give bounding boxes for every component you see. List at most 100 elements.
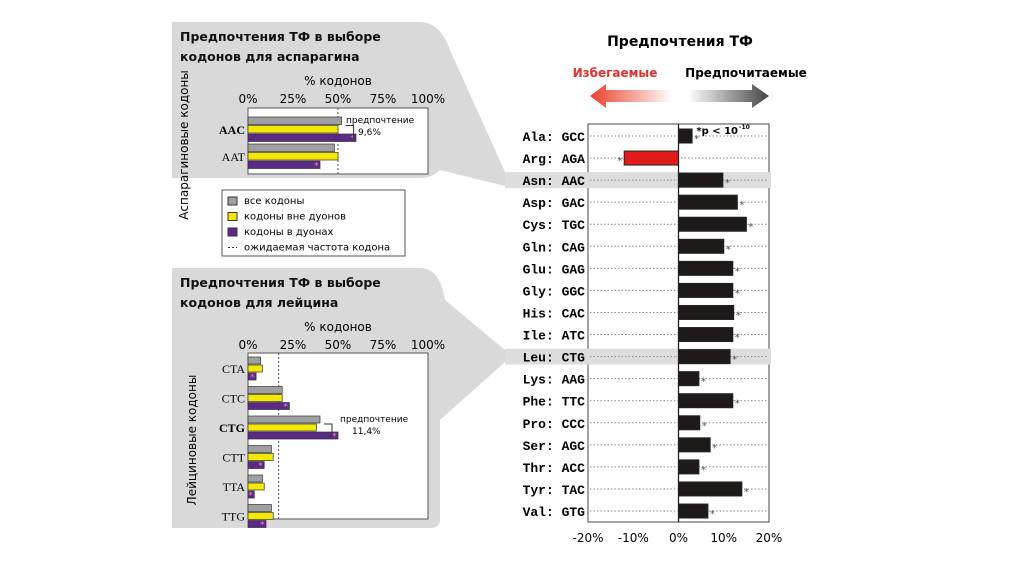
- significance-star: *: [702, 421, 707, 432]
- bar-ile: [678, 327, 734, 343]
- x-tick-label: 25%: [280, 338, 307, 352]
- codon-label: Gln: CAG: [523, 240, 586, 255]
- significance-star: *: [732, 355, 737, 366]
- bar-val: [678, 503, 709, 519]
- avoid-label: Избегаемые: [573, 66, 658, 80]
- bar-outside: [247, 152, 339, 161]
- x-tick-label: 75%: [370, 92, 397, 106]
- preference-value: 11,4%: [352, 427, 381, 437]
- x-tick-label: 50%: [325, 338, 352, 352]
- codon-label: CTA: [222, 362, 245, 376]
- prefer-arrow-icon: [688, 84, 769, 108]
- codon-label: Glu: GAG: [523, 262, 586, 277]
- bar-tyr: [678, 481, 743, 497]
- bar-inside: [247, 431, 339, 440]
- bar-all: [247, 415, 321, 424]
- significance-star: *: [260, 521, 265, 531]
- significance-star: *: [250, 373, 255, 383]
- bar-ala: [678, 128, 693, 144]
- legend-item: кодоны в дуонах: [244, 227, 333, 238]
- significance-star: *: [735, 399, 740, 410]
- y-axis-label: Лейциновые кодоны: [185, 375, 199, 506]
- significance-star: *: [332, 432, 337, 442]
- p-value-exponent: -10: [739, 124, 750, 131]
- codon-label: Cys: TGC: [523, 218, 586, 233]
- bar-arg: [623, 150, 680, 166]
- bar-inside: [247, 490, 255, 499]
- bar-glu: [678, 260, 734, 276]
- codon-label: Thr: ACC: [523, 461, 586, 476]
- codon-label: AAC: [219, 123, 245, 137]
- x-tick-label: 75%: [370, 338, 397, 352]
- bar-outside: [247, 482, 265, 491]
- x-axis-label: % кодонов: [304, 74, 372, 88]
- codon-label: Asp: GAC: [523, 196, 586, 211]
- bar-inside: [247, 402, 290, 410]
- preference-bracket: [324, 423, 333, 437]
- chart-title-box: Предпочтения ТФ в выборе кодонов для асп…: [180, 29, 381, 64]
- x-tick-label: 100%: [411, 338, 445, 352]
- preference-bracket: [345, 125, 355, 139]
- p-value-note: *p < 10: [696, 126, 738, 137]
- x-tick-label: -10%: [618, 531, 649, 545]
- bar-outside: [247, 423, 317, 432]
- legend-swatch: [227, 196, 238, 206]
- codon-label: Lys: AAG: [523, 373, 586, 388]
- codon-label: Ala: GCC: [523, 130, 586, 145]
- y-axis-label: Аспарагиновые кодоны: [177, 70, 191, 220]
- x-tick-label: 0%: [669, 531, 688, 545]
- codon-label: Val: GTG: [523, 505, 586, 520]
- codon-label: CTT: [222, 451, 245, 465]
- prefer-label: Предпочитаемые: [685, 66, 807, 80]
- significance-star: *: [735, 266, 740, 277]
- significance-star: *: [617, 156, 622, 167]
- significance-star: *: [710, 509, 715, 520]
- x-tick-label: 100%: [411, 92, 445, 106]
- bar-all: [247, 143, 335, 152]
- preference-label: предпочтение: [340, 415, 409, 425]
- x-tick-label: 25%: [280, 92, 307, 106]
- significance-star: *: [701, 377, 706, 388]
- bar-all: [247, 356, 261, 365]
- preference-label: предпочтение: [346, 116, 415, 126]
- bar-outside: [247, 364, 263, 373]
- significance-star: *: [735, 288, 740, 299]
- codon-label: CTC: [222, 392, 245, 406]
- bar-inside: [247, 461, 265, 469]
- codon-label: TTA: [223, 480, 246, 494]
- bar-phe: [678, 393, 734, 409]
- legend-box: [221, 189, 406, 257]
- codon-label: Tyr: TAC: [523, 483, 586, 498]
- bar-asp: [678, 194, 738, 210]
- codon-label: CTG: [219, 421, 245, 435]
- bar-gln: [678, 238, 725, 254]
- bar-leu: [678, 349, 731, 365]
- significance-star: *: [701, 465, 706, 476]
- bar-pro: [678, 415, 701, 431]
- significance-star: *: [726, 244, 731, 255]
- bar-inside: [247, 133, 357, 142]
- bar-outside: [247, 512, 274, 520]
- x-tick-label: 20%: [756, 531, 783, 545]
- legend-item: кодоны вне дуонов: [244, 212, 346, 223]
- bar-all: [247, 116, 342, 125]
- codon-label: Leu: CTG: [523, 351, 586, 366]
- bar-thr: [678, 459, 700, 475]
- chart-title: Предпочтения ТФ: [607, 34, 753, 50]
- legend-swatch: [227, 212, 238, 221]
- legend-item: все кодоны: [244, 196, 304, 207]
- chart-title: Предпочтения ТФ в выборе кодонов для лей…: [180, 275, 381, 310]
- bar-inside: [247, 372, 257, 381]
- chart-title: Предпочтения ТФ в выборе кодонов для асп…: [180, 29, 381, 64]
- significance-star: *: [748, 222, 753, 233]
- legend-item: ожидаемая частота кодона: [244, 243, 390, 254]
- preference-value: 9,6%: [358, 128, 381, 138]
- significance-star: *: [258, 462, 263, 472]
- x-tick-label: 0%: [238, 92, 257, 106]
- codon-label: Ile: ATC: [523, 329, 586, 344]
- codon-label: Arg: AGA: [523, 152, 586, 167]
- codon-label: Ser: AGC: [523, 439, 586, 454]
- codon-label: Pro: CCC: [523, 417, 586, 432]
- codon-label: TTG: [222, 510, 246, 524]
